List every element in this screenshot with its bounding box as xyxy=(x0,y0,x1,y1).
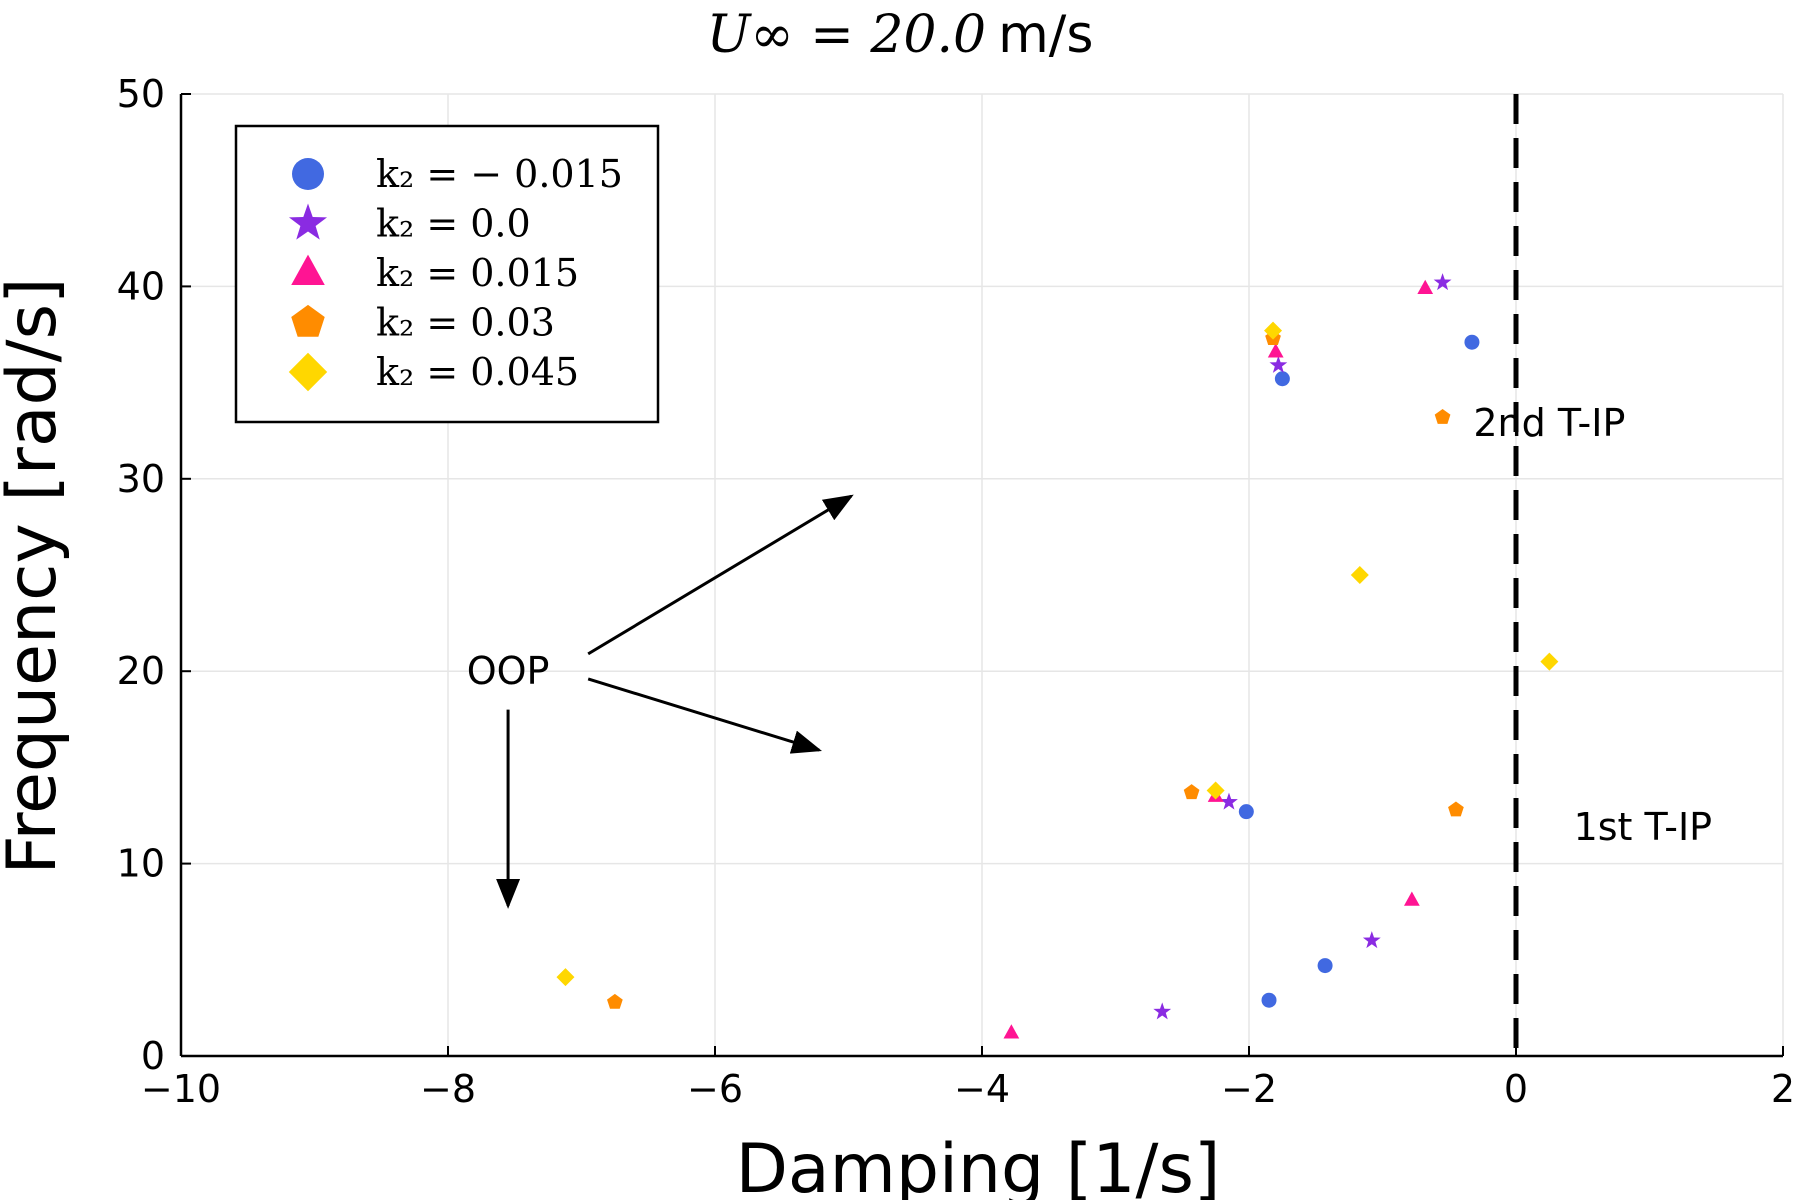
y-tick-label: 30 xyxy=(117,457,165,501)
data-point xyxy=(1448,801,1464,817)
legend-label: k₂ = 0.0 xyxy=(376,202,531,246)
data-point xyxy=(607,993,623,1009)
data-point xyxy=(1267,343,1284,358)
chart-title: U∞ = 20.0 m/s xyxy=(707,5,1094,65)
x-tick-label: −6 xyxy=(687,1067,743,1111)
data-points xyxy=(556,273,1559,1039)
y-tick-label: 10 xyxy=(117,842,165,886)
x-tick-label: −2 xyxy=(1221,1067,1277,1111)
x-tick-label: 2 xyxy=(1771,1067,1795,1111)
data-point xyxy=(1464,334,1480,350)
data-point xyxy=(1003,1024,1020,1039)
legend: k₂ = − 0.015 k₂ = 0.0 k₂ = 0.015 k₂ = 0.03 k… xyxy=(234,124,660,424)
series-4 xyxy=(556,321,1559,987)
data-point xyxy=(1362,931,1381,949)
legend-marker xyxy=(292,158,324,190)
legend-label: k₂ = 0.03 xyxy=(376,301,555,345)
data-point xyxy=(1261,992,1277,1008)
data-point xyxy=(1317,958,1333,974)
annotation-arrow xyxy=(587,494,854,656)
annotation-label: OOP xyxy=(467,649,550,693)
data-point xyxy=(1206,781,1225,800)
series-3 xyxy=(607,330,1464,1009)
y-tick-label: 40 xyxy=(117,264,165,308)
legend-marker xyxy=(288,352,328,392)
data-point xyxy=(1274,371,1290,387)
x-tick-label: −4 xyxy=(954,1067,1010,1111)
series-2 xyxy=(1003,279,1434,1039)
data-point xyxy=(1433,273,1452,291)
data-point xyxy=(1183,784,1200,800)
legend-label: k₂ = − 0.015 xyxy=(376,152,623,196)
annotation-label: 1st T-IP xyxy=(1574,805,1713,849)
y-tick-label: 50 xyxy=(117,72,165,116)
title-math: U∞ = 20.0 xyxy=(707,5,987,65)
data-point xyxy=(1350,566,1369,584)
data-point xyxy=(1238,804,1254,820)
x-tick-label: −8 xyxy=(420,1067,476,1111)
legend-label: k₂ = 0.015 xyxy=(376,251,579,295)
legend-marker xyxy=(291,304,325,337)
x-tick-label: 0 xyxy=(1504,1067,1528,1111)
data-point xyxy=(1269,355,1288,373)
data-point xyxy=(1220,792,1238,810)
data-point xyxy=(1540,652,1559,671)
y-tick-label: 0 xyxy=(141,1034,165,1078)
title-unit: m/s xyxy=(998,5,1093,65)
series-1 xyxy=(1153,273,1452,1020)
data-point xyxy=(556,968,575,987)
legend-marker xyxy=(291,254,325,285)
data-point xyxy=(1434,408,1451,424)
y-axis-label: Frequency [rad/s] xyxy=(0,277,72,874)
y-tick-label: 20 xyxy=(117,649,165,693)
annotations: OOP 2nd T-IP 1st T-IP xyxy=(467,401,1713,909)
data-point xyxy=(1403,891,1420,906)
data-point xyxy=(1417,279,1434,294)
annotation-arrow xyxy=(587,677,822,754)
data-point xyxy=(1153,1002,1172,1020)
x-tick-label: −10 xyxy=(141,1067,221,1111)
series-0 xyxy=(1238,334,1480,1008)
legend-label: k₂ = 0.045 xyxy=(376,350,579,394)
x-axis-label: Damping [1/s] xyxy=(736,1130,1221,1200)
annotation-label: 2nd T-IP xyxy=(1473,401,1625,445)
legend-marker xyxy=(288,203,328,240)
data-point xyxy=(1264,321,1283,340)
